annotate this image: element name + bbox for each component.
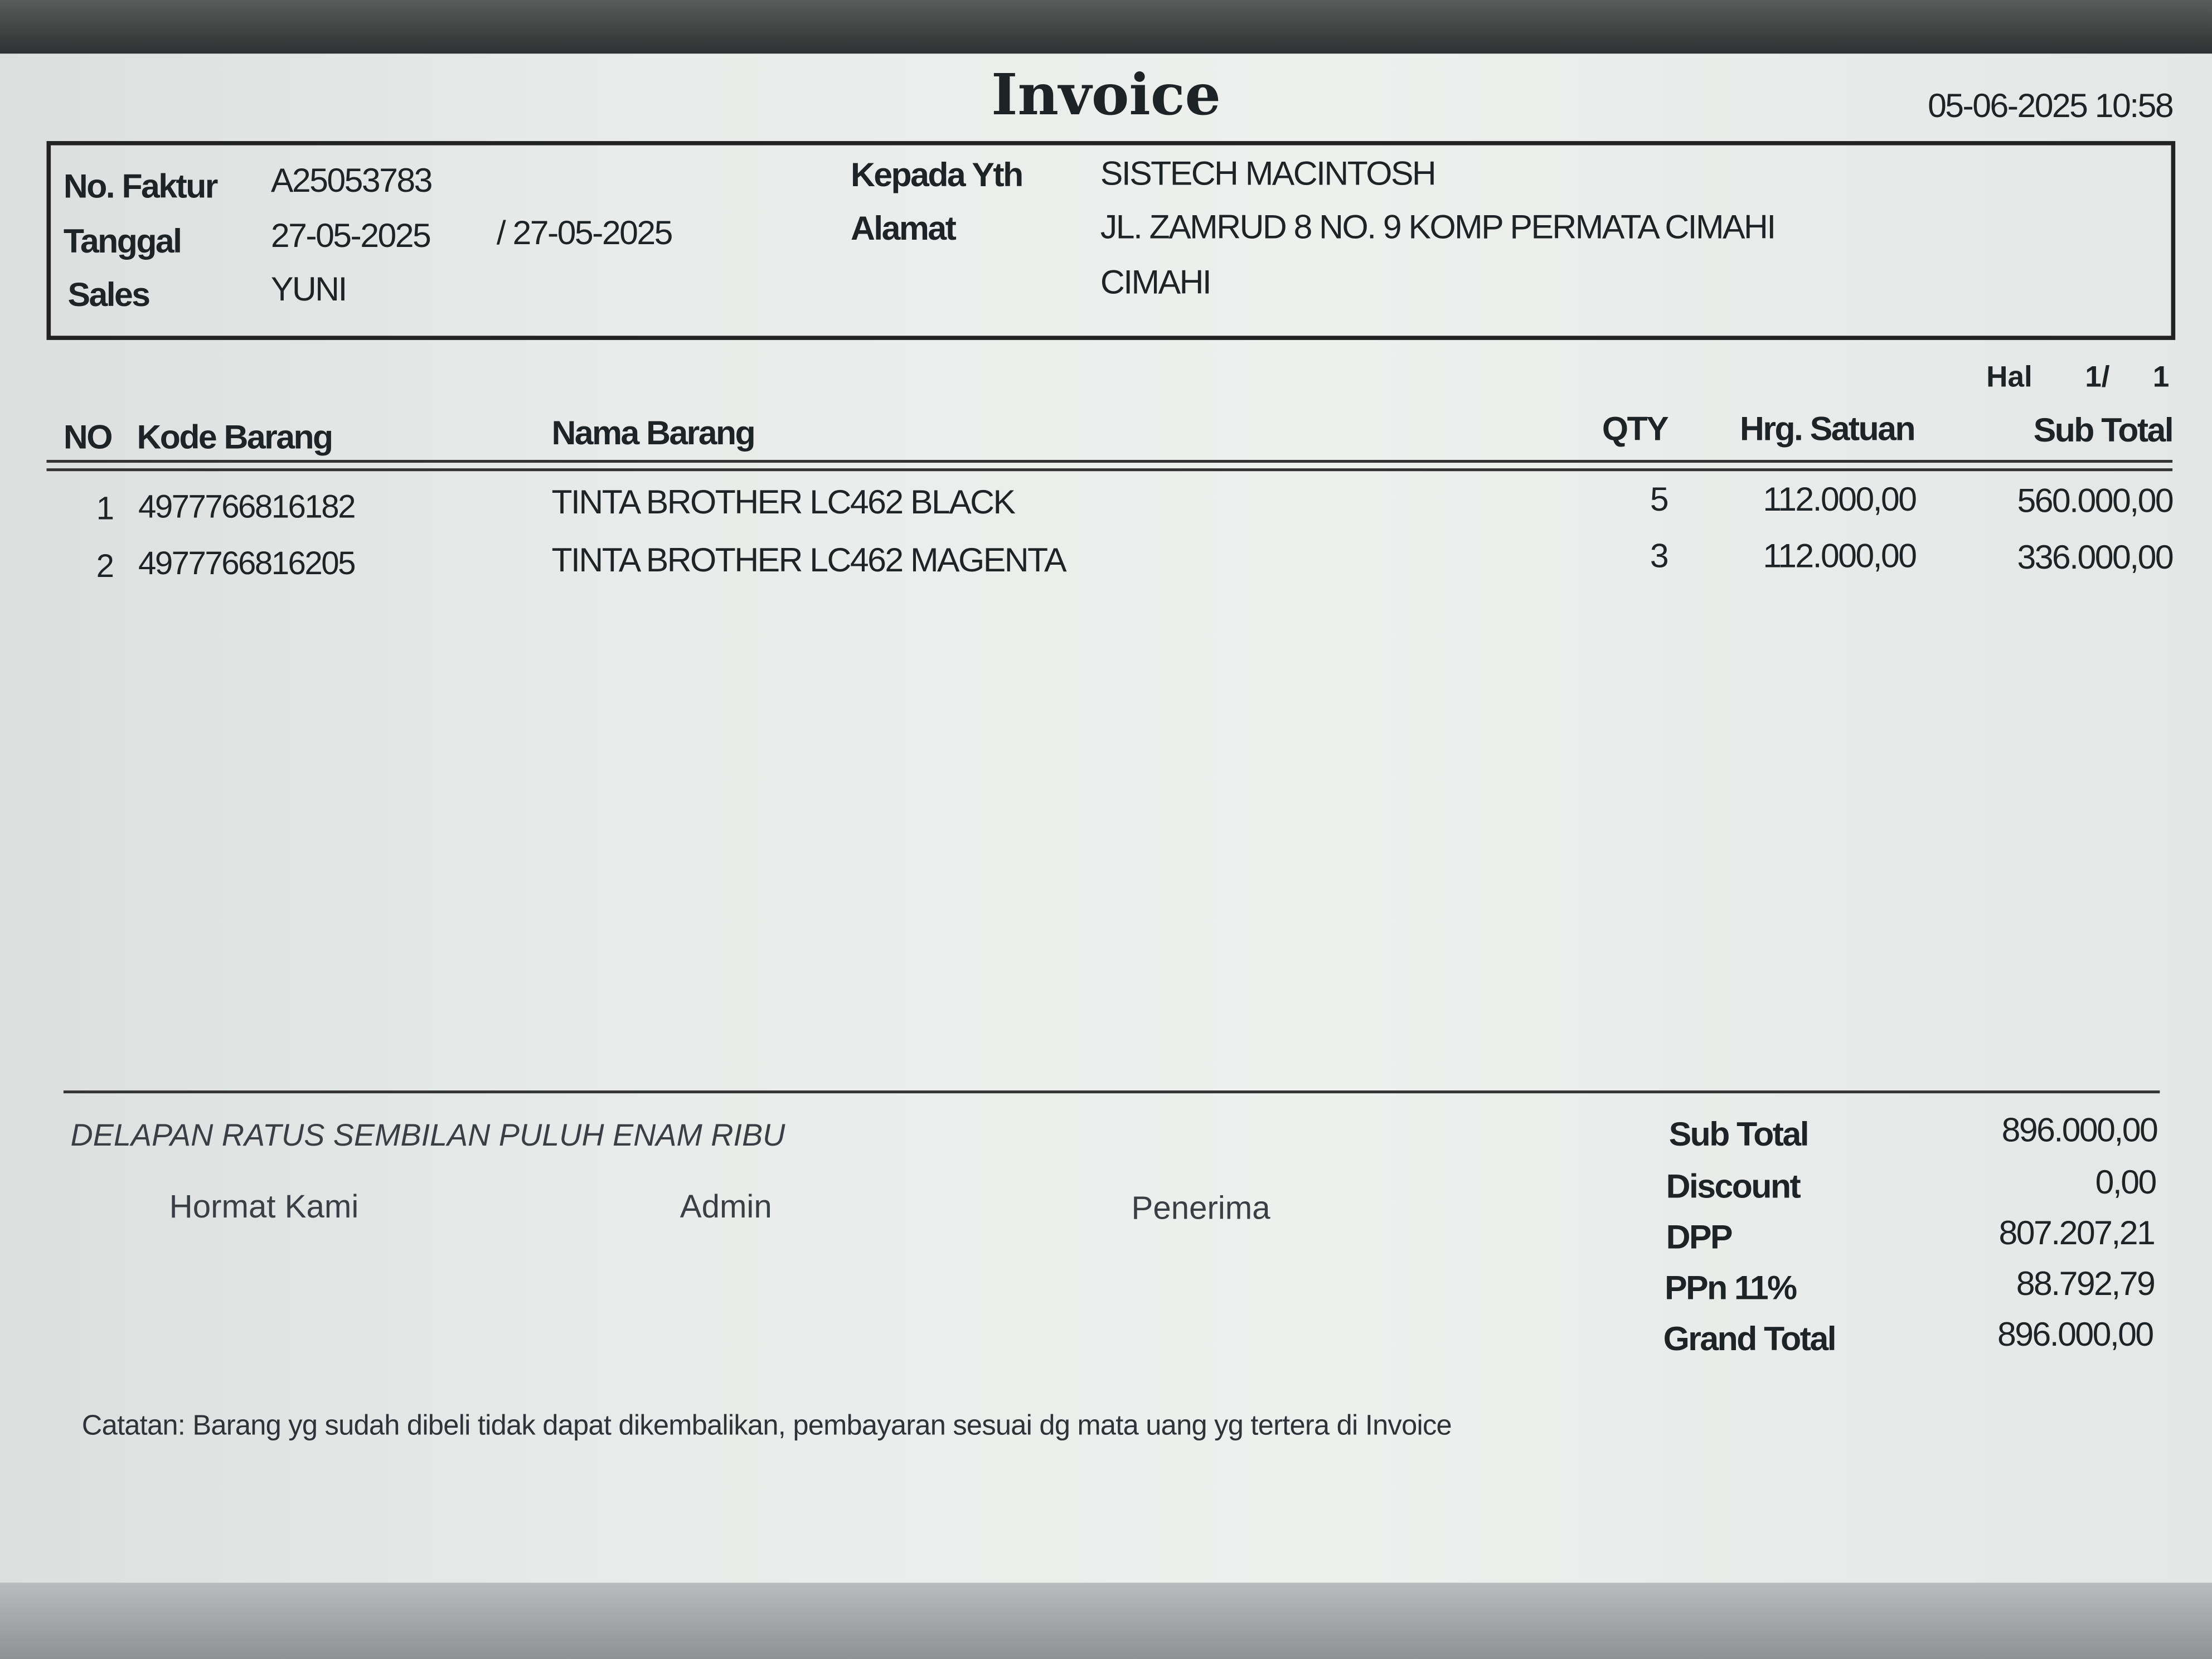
row-no: 2 [96, 547, 114, 584]
discount-label: Discount [1666, 1168, 1801, 1206]
signature-hormat-kami: Hormat Kami [169, 1187, 359, 1225]
grand-total-label: Grand Total [1663, 1320, 1837, 1359]
row-kode: 4977766816205 [138, 544, 356, 581]
column-header-kode: Kode Barang [137, 419, 333, 457]
printed-timestamp: 05-06-2025 10:58 [1928, 87, 2174, 126]
discount-value: 0,00 [2095, 1163, 2157, 1202]
alamat-label: Alamat [850, 210, 957, 249]
tanggal-due-value: / 27-05-2025 [496, 214, 673, 253]
row-harga: 112.000,00 [1763, 481, 1917, 520]
dpp-label: DPP [1666, 1219, 1733, 1257]
kepada-value: SISTECH MACINTOSH [1100, 155, 1437, 193]
header-divider-top [46, 459, 2173, 463]
row-subtotal: 336.000,00 [2017, 539, 2174, 578]
ppn-value: 88.792,79 [2016, 1265, 2156, 1304]
row-subtotal: 560.000,00 [2017, 482, 2174, 521]
page-label: Hal [1986, 361, 2032, 394]
row-no: 1 [96, 489, 114, 526]
row-qty: 3 [1650, 537, 1669, 576]
row-nama: TINTA BROTHER LC462 BLACK [551, 483, 1016, 522]
dpp-value: 807.207,21 [1998, 1214, 2156, 1253]
invoice-note: Catatan: Barang yg sudah dibeli tidak da… [81, 1410, 1452, 1442]
subtotal-value: 896.000,00 [2001, 1112, 2158, 1150]
row-kode: 4977766816182 [138, 488, 356, 525]
row-harga: 112.000,00 [1763, 537, 1917, 576]
header-divider-bottom [46, 468, 2173, 472]
subtotal-label: Sub Total [1668, 1115, 1810, 1154]
invoice-title: Invoice [991, 62, 1221, 129]
alamat-line2: CIMAHI [1100, 264, 1212, 302]
no-faktur-label: No. Faktur [63, 168, 219, 206]
window-bottom-band [0, 1583, 2212, 1659]
footer-divider [63, 1090, 2160, 1094]
sales-value: YUNI [270, 270, 348, 309]
row-qty: 5 [1650, 481, 1669, 520]
tanggal-value: 27-05-2025 [270, 217, 431, 256]
column-header-qty: QTY [1602, 410, 1669, 449]
window-top-band [0, 0, 2212, 60]
grand-total-value: 896.000,00 [1997, 1316, 2154, 1355]
column-header-harga: Hrg. Satuan [1740, 410, 1916, 449]
kepada-label: Kepada Yth [850, 156, 1023, 195]
signature-admin: Admin [680, 1187, 772, 1225]
invoice-page [0, 54, 2212, 1583]
column-header-no: NO [63, 419, 113, 457]
alamat-line1: JL. ZAMRUD 8 NO. 9 KOMP PERMATA CIMAHI [1100, 208, 1776, 247]
header-box [46, 141, 2176, 340]
page-total: 1 [2152, 361, 2170, 394]
sales-label: Sales [67, 276, 151, 315]
no-faktur-value: A25053783 [270, 162, 433, 201]
page-current: 1/ [2085, 361, 2110, 394]
column-header-subtotal: Sub Total [2033, 411, 2174, 450]
column-header-nama: Nama Barang [551, 414, 755, 453]
amount-in-words: DELAPAN RATUS SEMBILAN PULUH ENAM RIBU [70, 1117, 785, 1153]
ppn-label: PPn 11% [1665, 1269, 1797, 1308]
row-nama: TINTA BROTHER LC462 MAGENTA [551, 541, 1066, 580]
tanggal-label: Tanggal [63, 222, 182, 261]
signature-penerima: Penerima [1131, 1189, 1270, 1226]
